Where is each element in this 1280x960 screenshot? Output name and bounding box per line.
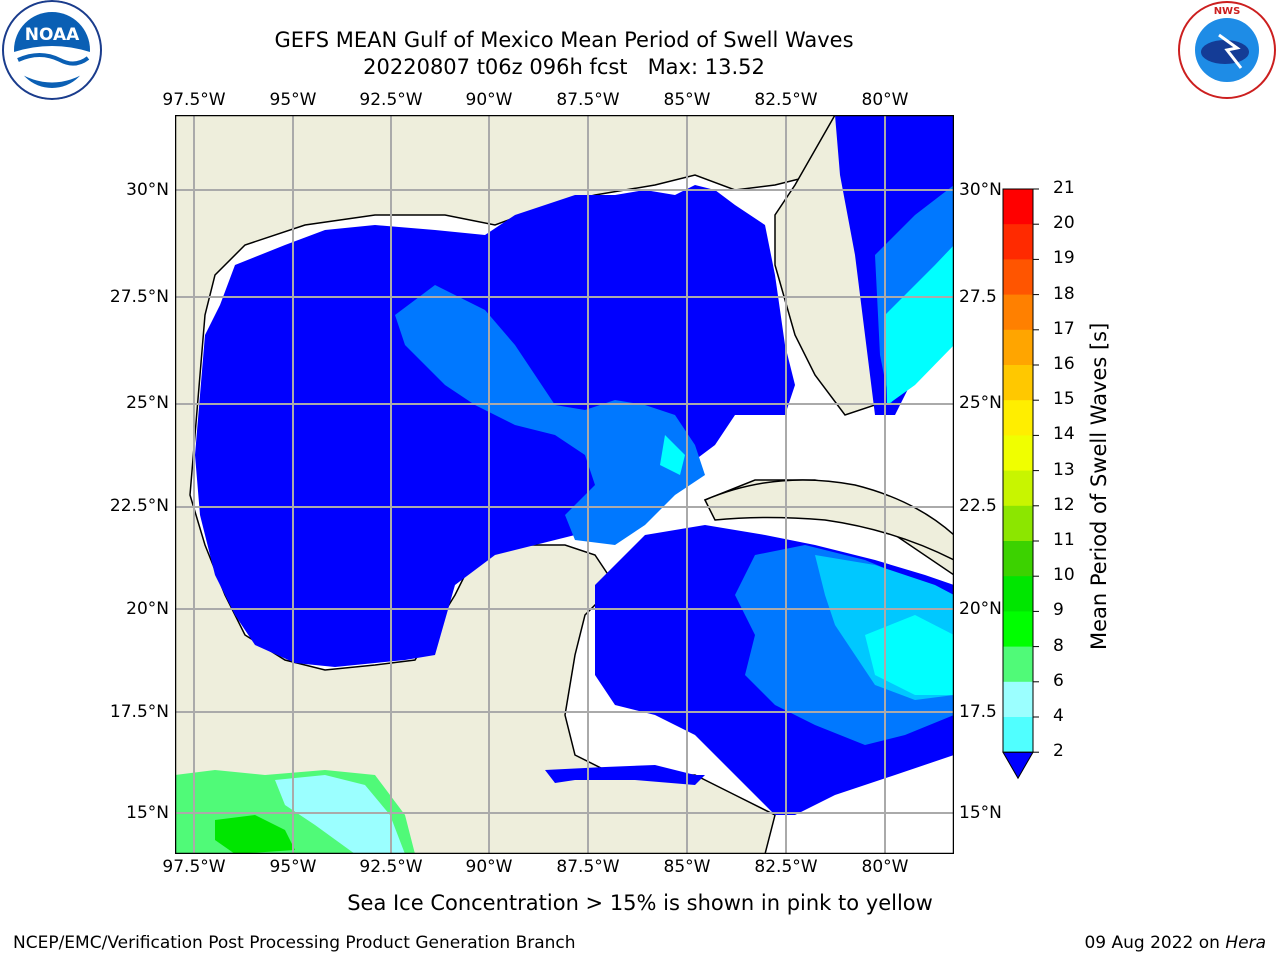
colorbar-tick-label: 13: [1053, 459, 1075, 480]
colorbar-tick-label: 6: [1053, 670, 1064, 691]
period-10-11-pacific: [215, 815, 295, 854]
colorbar-tick-label: 21: [1053, 178, 1075, 198]
colorbar-tick-label: 8: [1053, 635, 1064, 656]
period-under-2-honduras: [545, 765, 705, 785]
svg-text:NOAA: NOAA: [25, 25, 80, 45]
footer-host: Hera: [1225, 933, 1266, 953]
map-frame: [175, 115, 954, 854]
lat-label-left: 25°N: [126, 393, 169, 413]
colorbar-band: [1003, 259, 1033, 296]
svg-text:NWS: NWS: [1214, 6, 1241, 17]
map-title: GEFS MEAN Gulf of Mexico Mean Period of …: [274, 28, 854, 52]
lat-label-right: 30°N: [959, 180, 1002, 200]
lat-label-right: 20°N: [959, 599, 1002, 619]
period-6-8-center: [660, 435, 685, 475]
colorbar-band: [1003, 541, 1033, 577]
colorbar-tick-label: 18: [1053, 283, 1075, 304]
footer-credit: NCEP/EMC/Verification Post Processing Pr…: [13, 933, 576, 953]
lon-label-bottom: 90°W: [465, 857, 513, 877]
colorbar-tick-label: 9: [1053, 600, 1064, 621]
lon-label-bottom: 87.5°W: [556, 857, 620, 877]
lat-label-left: 15°N: [126, 803, 169, 823]
noaa-logo: NOAA: [2, 0, 102, 100]
lon-label-top: 90°W: [465, 90, 513, 110]
period-8-9-pacific: [275, 775, 405, 854]
lat-label-left: 27.5°N: [109, 287, 169, 307]
lon-label-bottom: 97.5°W: [162, 857, 226, 877]
colorbar-tick-label: 17: [1053, 318, 1075, 339]
lat-label-left: 30°N: [126, 180, 169, 200]
colorbar-tick-label: 10: [1053, 565, 1075, 586]
colorbar-band: [1003, 611, 1033, 648]
lat-label-right: 22.5: [959, 496, 997, 516]
period-under-2: [195, 185, 795, 667]
swell-period-map: [175, 115, 954, 854]
lon-label-top: 97.5°W: [162, 90, 226, 110]
colorbar-band: [1003, 224, 1033, 260]
lon-label-bottom: 85°W: [663, 857, 711, 877]
colorbar-band: [1003, 505, 1033, 542]
lat-label-left: 17.5°N: [109, 702, 169, 722]
lon-label-top: 85°W: [663, 90, 711, 110]
colorbar-band: [1003, 365, 1033, 401]
lon-label-top: 95°W: [269, 90, 317, 110]
lon-label-bottom: 95°W: [269, 857, 317, 877]
map-subtitle: 20220807 t06z 096h fcst Max: 13.52: [363, 55, 765, 79]
lon-label-top: 92.5°W: [359, 90, 423, 110]
lon-label-top: 87.5°W: [556, 90, 620, 110]
colorbar-tick-label: 4: [1053, 706, 1064, 726]
lat-label-right: 25°N: [959, 393, 1002, 413]
lat-label-right: 17.5: [959, 702, 997, 722]
land-cuba: [703, 479, 954, 561]
colorbar: [1002, 188, 1039, 780]
colorbar-band: [1003, 435, 1033, 472]
colorbar-tick-label: 11: [1053, 530, 1075, 550]
colorbar-tick-label: 2: [1053, 741, 1064, 762]
colorbar-band: [1003, 646, 1033, 683]
colorbar-band: [1003, 189, 1033, 225]
footer-date-text: 09 Aug 2022 on: [1084, 933, 1226, 953]
lat-label-left: 22.5°N: [109, 496, 169, 516]
lon-label-top: 82.5°W: [754, 90, 818, 110]
colorbar-tick-label: 14: [1053, 424, 1075, 445]
colorbar-tick-label: 15: [1053, 389, 1075, 410]
lon-label-bottom: 82.5°W: [754, 857, 818, 877]
period-6-8-caribbean: [865, 615, 954, 695]
lat-label-right: 15°N: [959, 803, 1002, 823]
colorbar-tick-label: 19: [1053, 248, 1075, 269]
colorbar-label: Mean Period of Swell Waves [s]: [1087, 322, 1111, 650]
period-6-8-atlantic: [885, 245, 954, 405]
colorbar-band: [1003, 294, 1033, 331]
lon-label-bottom: 92.5°W: [359, 857, 423, 877]
colorbar-extend-arrow: [1002, 751, 1034, 780]
colorbar-band: [1003, 400, 1033, 436]
lon-label-top: 80°W: [861, 90, 909, 110]
colorbar-band: [1003, 576, 1033, 612]
colorbar-tick-label: 20: [1053, 213, 1075, 234]
sea-ice-note: Sea Ice Concentration > 15% is shown in …: [347, 891, 933, 915]
colorbar-band: [1003, 329, 1033, 366]
colorbar-band: [1003, 717, 1033, 753]
footer-date: 09 Aug 2022 on Hera: [1084, 933, 1266, 953]
lon-label-bottom: 80°W: [861, 857, 909, 877]
colorbar-band: [1003, 681, 1033, 718]
colorbar-tick-label: 16: [1053, 354, 1075, 374]
colorbar-tick-label: 12: [1053, 494, 1075, 515]
colorbar-band: [1003, 470, 1033, 507]
lat-label-right: 27.5: [959, 287, 997, 307]
graticule: [175, 115, 954, 854]
period-2-4: [395, 285, 705, 545]
lat-label-left: 20°N: [126, 599, 169, 619]
national-weather-service-logo: NWS: [1178, 1, 1276, 99]
